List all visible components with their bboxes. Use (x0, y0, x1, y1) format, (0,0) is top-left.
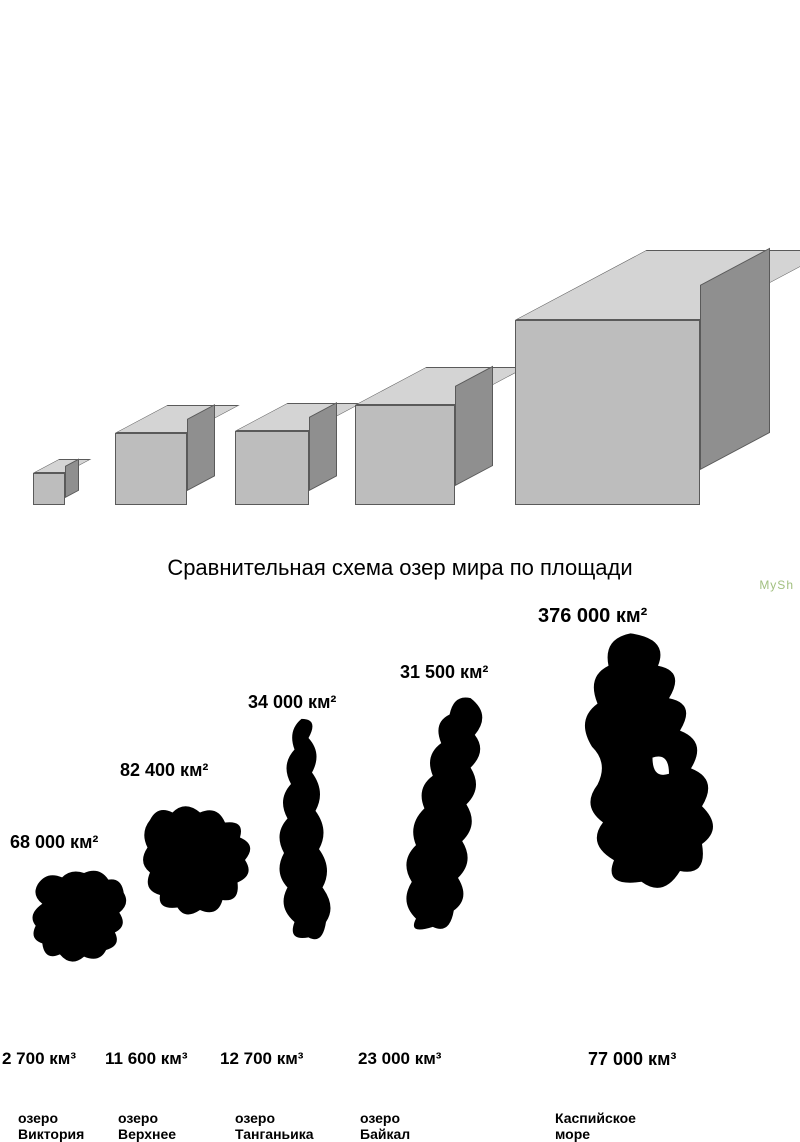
area-label-victoria: 68 000 км² (10, 832, 98, 853)
cube-baikal (355, 367, 493, 505)
infographic-title: Сравнительная схема озер мира по площади (80, 555, 720, 581)
area-label-baikal: 31 500 км² (400, 662, 488, 683)
volume-label-superior: 11 600 км³ (105, 1049, 188, 1069)
silhouette-victoria (20, 862, 135, 972)
silhouette-caspian (570, 628, 735, 898)
area-label-caspian: 376 000 км² (538, 605, 647, 628)
volume-label-tanganyika: 12 700 км³ (220, 1049, 303, 1069)
volume-label-victoria: 2 700 км³ (2, 1049, 76, 1069)
area-label-tanganyika: 34 000 км² (248, 692, 336, 713)
area-label-superior: 82 400 км² (120, 760, 208, 781)
name-label-superior: озеро Верхнее (118, 1110, 176, 1142)
watermark: MySh (759, 578, 794, 592)
silhouette-tanganyika (270, 715, 340, 945)
infographic-stage: 68 000 км² 2 700 км³ озеро Виктория 82 4… (0, 0, 800, 600)
volume-label-caspian: 77 000 км³ (588, 1049, 676, 1070)
cube-tanganyika (235, 403, 337, 505)
silhouette-superior (135, 785, 260, 935)
cube-caspian (515, 250, 770, 505)
name-label-victoria: озеро Виктория (18, 1110, 84, 1142)
volume-label-baikal: 23 000 км³ (358, 1049, 441, 1069)
cube-victoria (33, 459, 79, 505)
name-label-caspian: Каспийское море (555, 1110, 636, 1142)
name-label-baikal: озеро Байкал (360, 1110, 410, 1142)
cube-superior (115, 405, 215, 505)
silhouette-baikal (395, 690, 500, 935)
name-label-tanganyika: озеро Танганьика (235, 1110, 314, 1142)
